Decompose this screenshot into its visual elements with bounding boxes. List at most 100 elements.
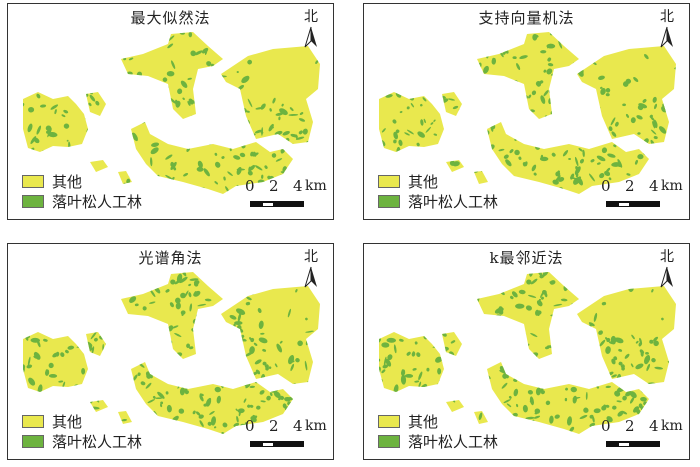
larch-patch	[403, 317, 412, 320]
larch-patch	[281, 382, 291, 388]
larch-patch	[460, 37, 467, 46]
scale-tick: 0	[601, 177, 611, 195]
north-arrow-icon	[660, 266, 673, 288]
larch-patch	[215, 368, 224, 376]
larch-patch	[175, 297, 181, 304]
larch-patch	[474, 347, 480, 353]
larch-patch	[459, 302, 465, 307]
larch-patch	[42, 402, 52, 408]
larch-patch	[637, 382, 647, 388]
larch-patch	[23, 94, 26, 97]
larch-patch	[438, 40, 443, 46]
larch-patch	[100, 295, 107, 301]
larch-patch	[254, 359, 262, 365]
larch-patch	[240, 278, 248, 287]
larch-patch	[253, 342, 258, 346]
larch-patch	[279, 340, 283, 344]
larch-patch	[114, 330, 118, 333]
larch-patch	[168, 366, 175, 372]
larch-patch	[635, 279, 642, 284]
north-arrow: 北	[657, 246, 677, 288]
larch-patch	[574, 44, 580, 51]
land-region-other	[477, 32, 579, 119]
larch-patch	[125, 100, 132, 109]
legend-item-other: 其他	[22, 171, 142, 191]
larch-patch	[379, 388, 384, 391]
larch-patch	[468, 365, 476, 371]
larch-patch	[498, 306, 503, 311]
larch-patch	[574, 93, 579, 100]
larch-patch	[546, 68, 553, 75]
larch-patch	[402, 288, 408, 291]
larch-patch	[28, 308, 34, 313]
larch-patch	[545, 346, 550, 350]
larch-patch	[478, 321, 487, 326]
larch-patch	[631, 382, 639, 388]
larch-patch	[512, 427, 520, 433]
larch-patch	[446, 58, 449, 62]
larch-patch	[201, 71, 207, 79]
larch-patch	[509, 358, 515, 364]
larch-patch	[398, 139, 403, 146]
larch-patch	[162, 77, 168, 82]
scale-tick: 0	[245, 417, 255, 435]
larch-patch	[128, 57, 134, 61]
larch-patch	[501, 79, 510, 83]
larch-patch	[415, 147, 418, 153]
larch-patch	[77, 162, 84, 167]
larch-patch	[646, 363, 651, 372]
larch-patch	[525, 190, 529, 194]
larch-patch	[508, 395, 512, 399]
larch-patch	[298, 130, 303, 135]
larch-patch	[176, 122, 185, 130]
larch-patch	[585, 391, 588, 400]
larch-patch	[111, 331, 115, 339]
larch-patch	[537, 431, 543, 434]
larch-patch	[160, 403, 163, 408]
larch-patch	[244, 288, 247, 291]
larch-patch	[165, 435, 172, 442]
larch-patch	[633, 382, 638, 387]
larch-patch	[629, 391, 637, 399]
larch-patch	[522, 105, 528, 109]
larch-patch	[530, 278, 538, 285]
larch-patch	[423, 118, 426, 124]
larch-patch	[579, 158, 585, 164]
larch-patch	[196, 120, 201, 129]
larch-patch	[469, 166, 479, 170]
larch-patch	[583, 345, 586, 353]
larch-patch	[398, 393, 406, 400]
larch-patch	[379, 82, 384, 87]
larch-patch	[164, 195, 168, 199]
scale-bar-graphic	[606, 441, 660, 447]
legend-label: 落叶松人工林	[408, 192, 499, 211]
larch-patch	[526, 279, 532, 285]
larch-patch	[672, 338, 676, 345]
larch-patch	[499, 370, 504, 373]
larch-patch	[38, 297, 43, 301]
larch-patch	[192, 410, 196, 415]
larch-patch	[35, 154, 42, 160]
larch-patch	[672, 344, 676, 349]
larch-patch	[225, 45, 229, 49]
map-panel-2: 支持向量机法 北 其他 落叶松人工林 0 2 4 km	[363, 3, 690, 220]
larch-patch	[613, 356, 618, 361]
larch-patch	[88, 376, 93, 379]
larch-patch	[165, 154, 173, 160]
larch-patch	[440, 394, 446, 400]
scale-tick: 2	[269, 417, 279, 435]
legend-label: 其他	[408, 172, 439, 191]
north-label: 北	[304, 9, 318, 25]
larch-patch	[503, 124, 507, 129]
larch-patch	[591, 32, 595, 33]
larch-patch	[84, 339, 87, 343]
larch-patch	[299, 166, 305, 172]
larch-patch	[420, 272, 423, 277]
larch-patch	[617, 158, 623, 168]
larch-patch	[460, 152, 466, 158]
larch-patch	[146, 36, 156, 39]
larch-patch	[224, 345, 232, 352]
larch-patch	[82, 387, 89, 392]
larch-patch	[406, 129, 414, 135]
larch-patch	[502, 373, 508, 379]
